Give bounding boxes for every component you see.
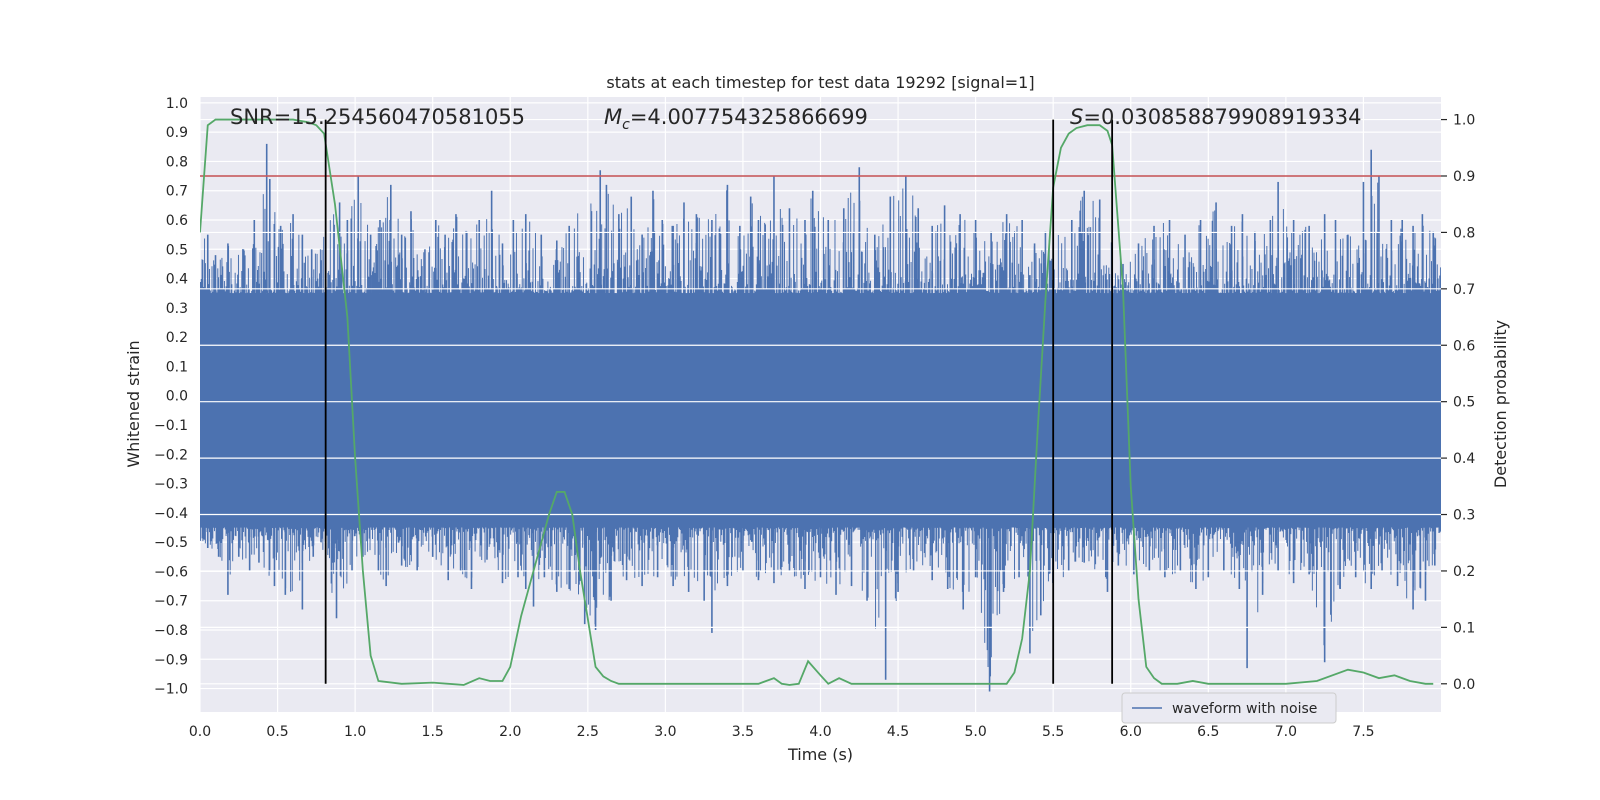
left-y-tick-label: −0.4 <box>154 506 188 522</box>
left-y-tick-label: −1.0 <box>154 682 188 698</box>
right-y-tick-label: 0.0 <box>1453 677 1475 693</box>
right-y-tick-label: 0.9 <box>1453 169 1475 185</box>
left-y-tick-label: 0.2 <box>166 330 188 346</box>
left-y-tick-label: 0.1 <box>166 359 188 375</box>
x-tick-label: 1.5 <box>422 724 444 740</box>
snr-annotation: SNR=15.254560470581055 <box>230 105 525 129</box>
x-axis-label: Time (s) <box>787 745 853 764</box>
x-tick-label: 5.5 <box>1042 724 1064 740</box>
left-y-axis-label: Whitened strain <box>124 340 143 467</box>
chart-title: stats at each timestep for test data 192… <box>606 73 1034 92</box>
right-y-axis-label: Detection probability <box>1491 320 1510 488</box>
x-tick-label: 3.0 <box>654 724 676 740</box>
left-y-tick-label: 0.6 <box>166 213 188 229</box>
x-tick-label: 6.5 <box>1197 724 1219 740</box>
x-tick-label: 5.0 <box>964 724 986 740</box>
x-tick-label: 7.5 <box>1352 724 1374 740</box>
x-tick-label: 1.0 <box>344 724 366 740</box>
chirp-mass-value: =4.007754325866699 <box>630 105 868 129</box>
chirp-mass-symbol: M <box>604 105 622 129</box>
left-y-tick-label: 0.7 <box>166 184 188 200</box>
left-y-tick-label: 0.0 <box>166 389 188 405</box>
legend-label: waveform with noise <box>1172 701 1317 717</box>
s-value: =0.030858879908919334 <box>1083 105 1361 129</box>
legend-box <box>1121 692 1337 724</box>
s-symbol: S <box>1070 105 1083 129</box>
legend: waveform with noise <box>1121 692 1337 724</box>
left-y-axis-ticks: 1.0 0.9 0.8 0.7 0.6 0.5 0.4 0.3 0.2 0.1 0.0 −0.1 −0.… <box>154 96 188 698</box>
x-tick-label: 0.5 <box>266 724 288 740</box>
right-y-tick-label: 1.0 <box>1453 113 1475 129</box>
x-tick-label: 7.0 <box>1275 724 1297 740</box>
left-y-tick-label: −0.9 <box>154 652 188 668</box>
chirp-mass-subscript: c <box>622 117 630 133</box>
right-y-tick-label: 0.6 <box>1453 338 1475 354</box>
x-tick-label: 4.5 <box>887 724 909 740</box>
right-y-axis-ticks: 1.0 0.9 0.8 0.7 0.6 0.5 0.4 0.3 0.2 0.1 0.0 <box>1441 113 1475 693</box>
left-y-tick-label: 0.3 <box>166 301 188 317</box>
x-tick-label: 4.0 <box>809 724 831 740</box>
left-y-tick-label: −0.6 <box>154 564 188 580</box>
left-y-tick-label: 0.8 <box>166 154 188 170</box>
x-tick-label: 2.0 <box>499 724 521 740</box>
x-tick-label: 6.0 <box>1120 724 1142 740</box>
chirp-mass-annotation: Mc=4.007754325866699 <box>604 105 868 133</box>
x-tick-label: 2.5 <box>577 724 599 740</box>
right-y-tick-label: 0.3 <box>1453 508 1475 524</box>
left-y-tick-label: 0.5 <box>166 242 188 258</box>
left-y-tick-label: −0.7 <box>154 594 188 610</box>
right-y-tick-label: 0.2 <box>1453 564 1475 580</box>
x-axis-ticks: 0.0 0.5 1.0 1.5 2.0 2.5 3.0 3.5 4.0 4.5 5.0 5.5 6.0 6… <box>189 724 1375 740</box>
vertical-lines <box>324 119 1114 684</box>
x-tick-label: 0.0 <box>189 724 211 740</box>
detection-probability-line <box>200 118 1434 686</box>
left-y-tick-label: −0.1 <box>154 418 188 434</box>
s-annotation: S=0.030858879908919334 <box>1070 105 1361 129</box>
left-y-tick-label: 0.4 <box>166 272 188 288</box>
right-y-tick-label: 0.8 <box>1453 225 1475 241</box>
left-y-tick-label: −0.2 <box>154 447 188 463</box>
left-y-tick-label: −0.5 <box>154 535 188 551</box>
plot-body <box>200 118 1441 692</box>
x-tick-label: 3.5 <box>732 724 754 740</box>
right-y-tick-label: 0.1 <box>1453 620 1475 636</box>
left-y-tick-label: 0.9 <box>166 125 188 141</box>
left-y-tick-label: −0.3 <box>154 477 188 493</box>
right-y-tick-label: 0.5 <box>1453 395 1475 411</box>
left-y-tick-label: 1.0 <box>166 96 188 112</box>
right-y-tick-label: 0.7 <box>1453 282 1475 298</box>
right-y-tick-label: 0.4 <box>1453 451 1475 467</box>
left-y-tick-label: −0.8 <box>154 623 188 639</box>
